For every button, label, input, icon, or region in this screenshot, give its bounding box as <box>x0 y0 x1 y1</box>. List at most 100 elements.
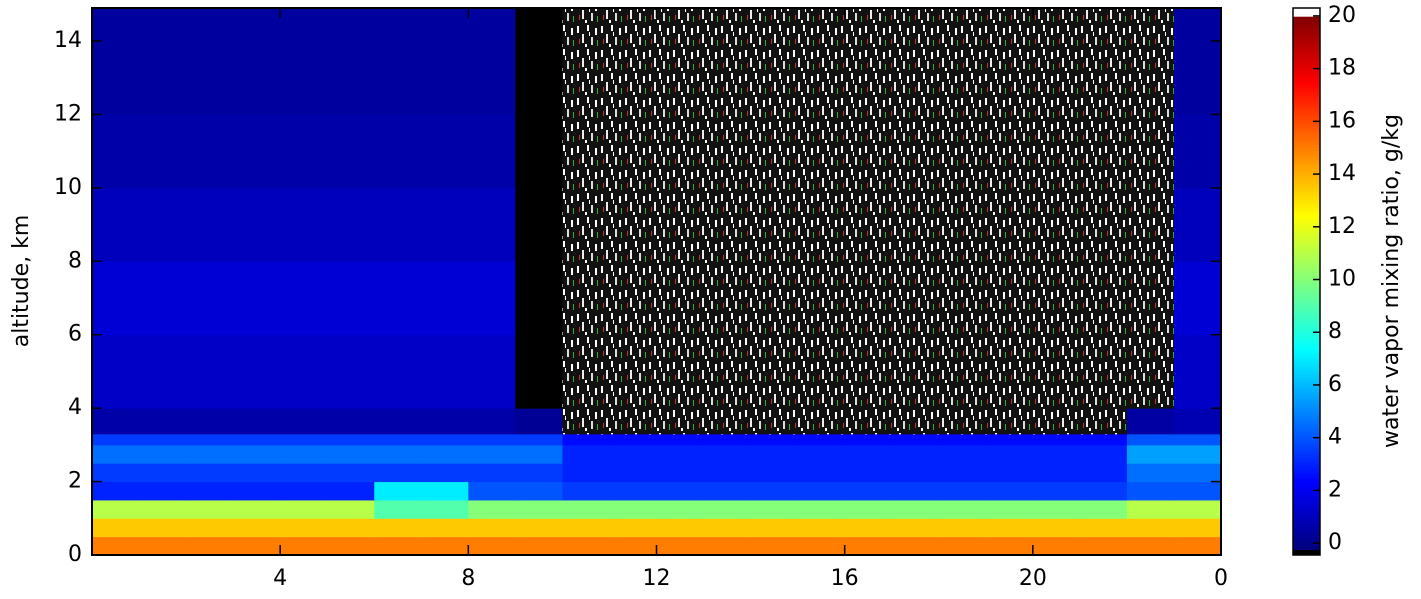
colorbar-tick-label: 16 <box>1328 108 1356 133</box>
heatmap-cell <box>891 433 940 446</box>
colorbar-segment <box>1293 265 1320 269</box>
heatmap-cell <box>1079 187 1128 262</box>
heatmap-cell <box>985 334 1034 409</box>
heatmap-cell <box>374 261 422 336</box>
colorbar-segment <box>1293 251 1320 255</box>
heatmap-cell <box>703 187 752 262</box>
heatmap-cell <box>703 463 752 483</box>
colorbar-tick-label: 0 <box>1328 530 1342 555</box>
colorbar-segment <box>1293 62 1320 66</box>
colorbar-segment <box>1293 193 1320 198</box>
colorbar-segment <box>1293 221 1320 225</box>
heatmap-cell <box>421 444 469 464</box>
heatmap-cell <box>186 499 234 519</box>
colorbar-segment <box>1293 10 1320 14</box>
colorbar-segment <box>1293 226 1320 231</box>
heatmap-cell <box>468 261 516 336</box>
colorbar-segment <box>1293 396 1320 400</box>
colorbar-segment <box>1293 256 1320 261</box>
colorbar-tick-label: 6 <box>1328 372 1342 397</box>
heatmap-cell <box>609 444 657 464</box>
heatmap-cell <box>985 8 1034 115</box>
heatmap-cell <box>1173 187 1222 262</box>
y-tick-label: 0 <box>68 542 82 567</box>
colorbar-segment <box>1293 322 1320 326</box>
heatmap-cell <box>562 481 610 501</box>
colorbar-segment <box>1293 21 1320 25</box>
heatmap-cell <box>609 481 657 501</box>
colorbar-segment <box>1293 388 1320 392</box>
colorbar-segment <box>1293 100 1320 105</box>
heatmap-cell <box>327 261 375 336</box>
colorbar-segment <box>1293 109 1320 113</box>
heatmap-cell <box>891 408 940 435</box>
colorbar-segment <box>1293 338 1320 343</box>
colorbar-segment <box>1293 500 1320 504</box>
colorbar-segment <box>1293 407 1320 411</box>
heatmap-cell <box>139 8 187 115</box>
heatmap-cell <box>891 499 940 519</box>
heatmap-cell <box>1032 536 1081 556</box>
heatmap-cell <box>139 408 187 435</box>
heatmap-cell <box>468 8 516 115</box>
heatmap-cell <box>844 518 893 538</box>
heatmap-cell <box>515 8 563 115</box>
colorbar-segment <box>1293 401 1320 406</box>
colorbar-segment <box>1293 489 1320 493</box>
heatmap-cell <box>562 463 610 483</box>
colorbar-segment <box>1293 128 1320 132</box>
heatmap-cell <box>515 408 563 435</box>
heatmap-cell <box>609 408 657 435</box>
colorbar-segment <box>1293 306 1320 310</box>
heatmap-cell <box>562 408 610 435</box>
heatmap-cell <box>1126 518 1175 538</box>
colorbar-segment <box>1293 54 1320 58</box>
heatmap-cell <box>468 481 516 501</box>
heatmap-cell <box>186 408 234 435</box>
heatmap-cell <box>186 444 234 464</box>
colorbar-segment <box>1293 166 1320 170</box>
heatmap-cell <box>656 261 705 336</box>
x-tick-label: 8 <box>461 566 475 591</box>
heatmap-cell <box>280 518 328 538</box>
colorbar-segment <box>1293 267 1320 272</box>
heatmap-cell <box>186 536 234 556</box>
heatmap-cell <box>562 8 610 115</box>
heatmap-cell <box>1032 499 1081 519</box>
colorbar-segment <box>1293 87 1320 91</box>
heatmap-cell <box>562 499 610 519</box>
heatmap-cell <box>468 334 516 409</box>
colorbar-segment <box>1293 352 1320 356</box>
heatmap-cell <box>1126 499 1175 519</box>
heatmap-cell <box>1126 261 1175 336</box>
heatmap-cell <box>139 261 187 336</box>
colorbar-segment <box>1293 35 1320 39</box>
heatmap-cell <box>703 408 752 435</box>
colorbar-segment <box>1293 136 1320 140</box>
heatmap-cell <box>468 444 516 464</box>
colorbar-segment <box>1293 79 1320 83</box>
heatmap-cell <box>92 187 140 262</box>
heatmap-cell <box>327 334 375 409</box>
colorbar-segment <box>1293 420 1320 425</box>
heatmap-cell <box>233 114 281 189</box>
heatmap-cell <box>280 408 328 435</box>
colorbar-tick-label: 20 <box>1328 3 1356 28</box>
colorbar-segment <box>1293 333 1320 337</box>
colorbar-segment <box>1293 57 1320 61</box>
heatmap-cell <box>233 187 281 262</box>
heatmap-cell <box>891 114 940 189</box>
heatmap-cell <box>1079 499 1128 519</box>
colorbar-segment <box>1293 385 1320 389</box>
colorbar-segment <box>1293 43 1320 47</box>
colorbar-segment <box>1293 152 1320 157</box>
heatmap-cell <box>1126 463 1175 483</box>
heatmap-cell <box>1079 114 1128 189</box>
colorbar-segment <box>1293 349 1320 354</box>
colorbar-segment <box>1293 527 1320 531</box>
x-tick-label: 12 <box>643 566 671 591</box>
colorbar-segment <box>1293 133 1320 138</box>
colorbar-segment <box>1293 270 1320 274</box>
colorbar-segment <box>1293 448 1320 452</box>
y-tick-label: 8 <box>68 248 82 273</box>
